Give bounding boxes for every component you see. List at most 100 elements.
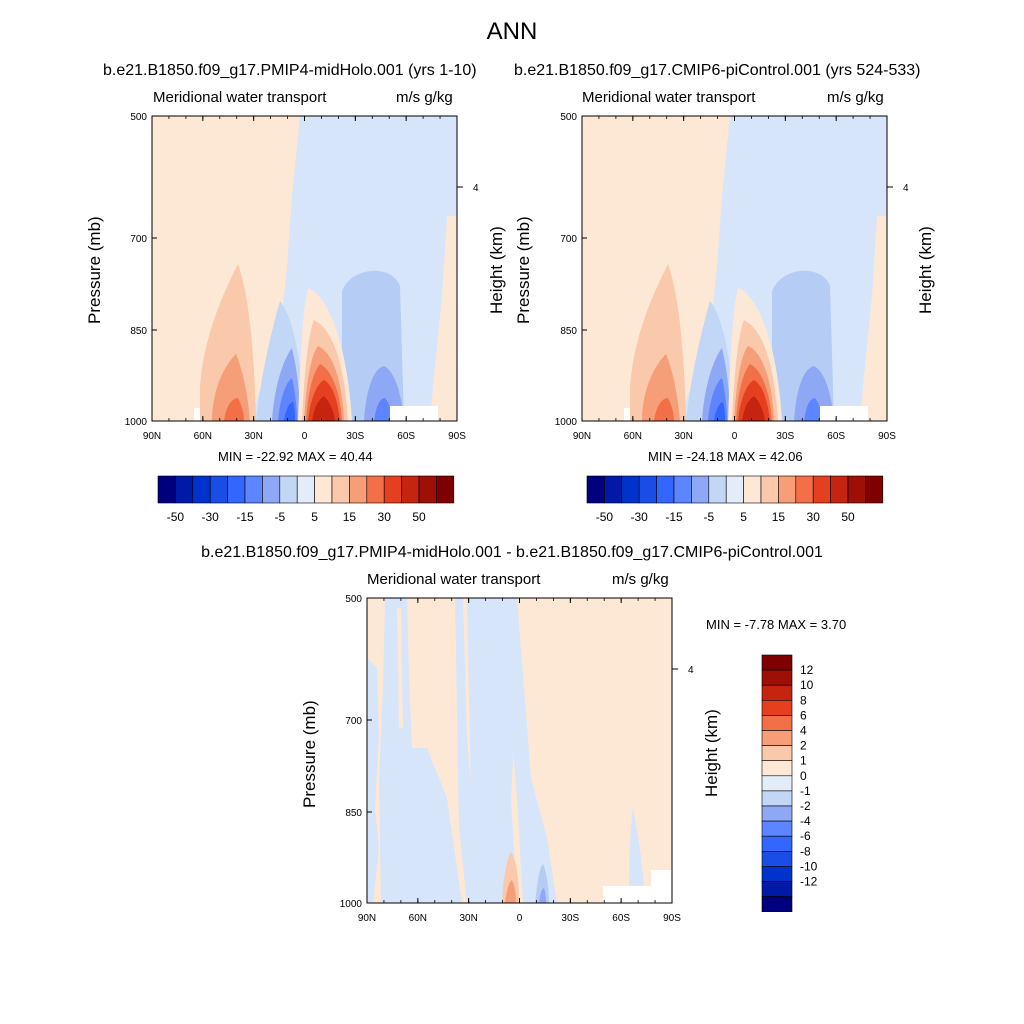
panel-2-ytick-label: 700 [560,234,577,245]
main-title: ANN [486,18,538,45]
colorbar-swatch [761,896,793,912]
colorbar-panel-1: -50 -30 -15 -5 5 15 30 50 [157,475,455,524]
colorbar-label: 10 [800,678,814,692]
colorbar-swatch [761,881,793,897]
colorbar-label: 15 [772,510,786,524]
colorbar-label: -4 [800,814,811,828]
panel-1-xtick-label: 30S [346,431,364,442]
colorbar-swatch [847,475,866,504]
colorbar-swatch [865,475,884,504]
panel-3-ytick-label: 700 [345,716,362,727]
colorbar-swatch [314,475,333,504]
colorbar-swatch [383,475,402,504]
colorbar-label: 2 [800,739,807,753]
panel-1-xtick-label: 60N [194,431,212,442]
colorbar-label: 5 [311,510,318,524]
panel-2-xtick-label: 30S [776,431,794,442]
panel-2-xtick-label: 90N [573,431,591,442]
colorbar-swatch [638,475,657,504]
panel-3-xtick-label: 0 [517,913,523,924]
colorbar-label: 4 [800,724,807,738]
colorbar-label: -15 [665,510,683,524]
colorbar-swatch [656,475,675,504]
panel-1-title: b.e21.B1850.f09_g17.PMIP4-midHolo.001 (y… [103,62,477,79]
colorbar-swatch [761,820,793,837]
panel-3-xtick-label: 90N [358,913,376,924]
colorbar-swatch [761,715,793,731]
colorbar-swatch [761,730,793,746]
colorbar-swatch [331,475,350,504]
colorbar-swatch [209,475,228,504]
colorbar-swatch [761,850,793,867]
panel-3-xtick-label: 60N [409,913,427,924]
colorbar-swatch [691,475,710,504]
panel-1-xtick-label: 90N [143,431,161,442]
colorbar-panel-2: -50 -30 -15 -5 5 15 30 50 [586,475,884,524]
colorbar-label: -50 [167,510,185,524]
panel-2-ytick-label: 850 [560,326,577,337]
colorbar-label: 30 [807,510,821,524]
panel-1-xtick-label: 60S [397,431,415,442]
panel-2-ytick-label: 500 [560,112,577,123]
colorbar-label: 50 [841,510,855,524]
colorbar-swatch [604,475,623,504]
colorbar-swatch [761,866,793,882]
colorbar-label: -30 [631,510,649,524]
colorbar-label: 15 [343,510,357,524]
colorbar-swatch [157,475,176,504]
panel-1-left-string: Meridional water transport [153,89,327,106]
panel-3-plot: 90N 60N 30N 0 30S 60S 90S 500 700 850 1000 4 [340,594,694,924]
colorbar-swatch [227,475,246,504]
colorbar-swatch [761,790,793,807]
panel-3-minmax: MIN = -7.78 MAX = 3.70 [706,617,847,632]
colorbar-swatch [830,475,849,504]
colorbar-label: -12 [800,875,818,889]
panel-3-left-string: Meridional water transport [367,571,541,588]
colorbar-swatch [743,475,762,504]
colorbar-label: -5 [703,510,714,524]
colorbar-swatch [778,475,797,504]
colorbar-label: 6 [800,708,807,722]
panel-1-plot: 90N 60N 30N 0 30S 60S 90S 500 700 850 1000 4 [125,112,479,442]
colorbar-swatch [812,475,831,504]
panel-2-minmax: MIN = -24.18 MAX = 42.06 [648,449,803,464]
colorbar-label: -6 [800,829,811,843]
panel-3-ytick-right-label: 4 [688,665,694,676]
colorbar-swatch [761,669,793,686]
panel-2-right-string: m/s g/kg [827,89,884,106]
panel-3-xtick-label: 30S [561,913,579,924]
colorbar-swatch [244,475,263,504]
colorbar-swatch [761,805,793,822]
panel-1-xtick-label: 90S [448,431,466,442]
panel-2-xtick-label: 60N [624,431,642,442]
panel-2-xtick-label: 0 [732,431,738,442]
colorbar-label: 12 [800,663,814,677]
panel-2-xtick-label: 90S [878,431,896,442]
panel-1-ytick-label: 1000 [125,417,148,428]
colorbar-swatch [401,475,420,504]
panel-1-right-string: m/s g/kg [396,89,453,106]
colorbar-swatch [296,475,315,504]
colorbar-label: 1 [800,754,807,768]
colorbar-swatch [761,775,793,792]
colorbar-swatch [761,699,793,716]
panel-2-ytick-label: 1000 [555,417,578,428]
colorbar-swatch [436,475,455,504]
colorbar-swatch [725,475,744,504]
colorbar-label: 0 [800,769,807,783]
colorbar-swatch [673,475,692,504]
colorbar-label: 5 [740,510,747,524]
colorbar-swatch [795,475,814,504]
panel-1-xtick-label: 30N [244,431,262,442]
colorbar-swatch [262,475,281,504]
colorbar-label: -50 [596,510,614,524]
colorbar-swatch [175,475,194,504]
colorbar-label: -1 [800,784,811,798]
colorbar-swatch [349,475,368,504]
panel-3-title: b.e21.B1850.f09_g17.PMIP4-midHolo.001 - … [201,544,823,561]
panel-1-ytick-right-label: 4 [473,183,479,194]
panel-3-ytick-label: 1000 [340,899,363,910]
panel-1-ytick-label: 850 [130,326,147,337]
